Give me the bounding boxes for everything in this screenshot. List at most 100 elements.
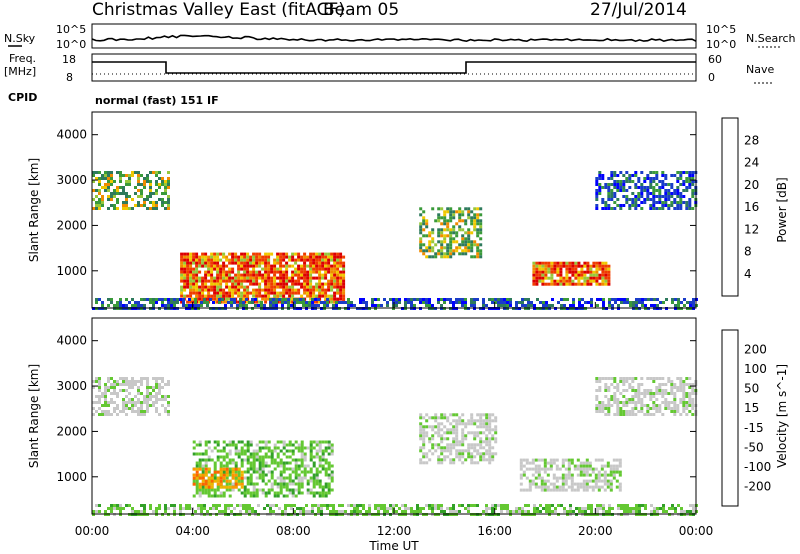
velocity-cell: [598, 377, 602, 380]
velocity-cell: [479, 440, 483, 444]
power-cell: [538, 279, 542, 283]
power-cell: [195, 252, 199, 256]
power-cell: [691, 189, 695, 192]
power-cell: [155, 301, 158, 304]
velocity-cell: [267, 449, 271, 453]
velocity-cell: [98, 407, 101, 410]
velocity-cell: [137, 510, 140, 513]
power-cell: [201, 255, 205, 259]
velocity-cell: [149, 404, 152, 407]
power-cell: [237, 261, 241, 265]
velocity-cell: [195, 464, 199, 468]
velocity-cell: [233, 507, 236, 510]
velocity-cell: [601, 407, 605, 410]
velocity-cell: [264, 446, 268, 450]
power-cell: [299, 298, 302, 301]
power-cell: [446, 243, 450, 247]
velocity-cell: [422, 461, 426, 465]
velocity-cell: [637, 389, 641, 392]
velocity-cell: [213, 464, 217, 468]
power-cell: [556, 261, 560, 265]
velocity-cell: [225, 470, 229, 474]
power-cell: [592, 264, 596, 268]
velocity-cell: [610, 377, 614, 380]
velocity-cell: [152, 386, 155, 389]
cpid-label: CPID: [8, 91, 37, 104]
velocity-cell: [609, 470, 613, 474]
velocity-cell: [302, 507, 305, 510]
velocity-cell: [258, 440, 262, 444]
power-cell: [119, 171, 122, 174]
velocity-cell: [192, 476, 196, 480]
power-cell: [556, 279, 560, 283]
power-cell: [282, 291, 286, 295]
power-cell: [312, 294, 316, 298]
power-cell: [291, 285, 295, 289]
velocity-cell: [234, 446, 238, 450]
velocity-cell: [519, 464, 523, 468]
velocity-cell: [251, 510, 254, 513]
power-cell: [183, 288, 187, 292]
velocity-cell: [243, 449, 247, 453]
velocity-cell: [297, 482, 301, 486]
power-cell: [440, 243, 444, 247]
velocity-cell: [434, 504, 437, 507]
power-cell: [273, 264, 277, 268]
power-cell: [431, 207, 435, 211]
power-cell: [276, 282, 280, 286]
power-cell: [230, 304, 233, 307]
power-cell: [104, 174, 107, 177]
velocity-cell: [179, 510, 182, 513]
power-cell: [180, 291, 184, 295]
power-cell: [679, 201, 683, 204]
velocity-cell: [458, 419, 462, 423]
velocity-cell: [570, 473, 574, 477]
power-cell: [336, 252, 340, 256]
velocity-cell: [602, 510, 605, 513]
power-cell: [509, 298, 512, 301]
velocity-cell: [305, 510, 308, 513]
power-cell: [288, 285, 292, 289]
power-cell: [243, 258, 247, 262]
velocity-cell: [140, 392, 143, 395]
velocity-cell: [167, 395, 170, 398]
velocity-cell: [609, 464, 613, 468]
velocity-cell: [461, 455, 465, 459]
power-cell: [547, 264, 551, 268]
power-cell: [680, 301, 683, 304]
power-cell: [312, 267, 316, 271]
velocity-cell: [578, 510, 581, 513]
velocity-cell: [282, 452, 286, 456]
power-cell: [574, 273, 578, 277]
power-cell: [608, 301, 611, 304]
velocity-cell: [446, 443, 450, 447]
velocity-cell: [652, 380, 656, 383]
velocity-cell: [443, 431, 447, 435]
power-cell: [245, 304, 248, 307]
power-cell: [565, 279, 569, 283]
velocity-cell: [306, 488, 310, 492]
velocity-cell: [590, 510, 593, 513]
power-cell: [371, 301, 374, 304]
velocity-cell: [692, 504, 695, 507]
velocity-cell: [664, 398, 668, 401]
power-cell: [598, 174, 602, 177]
velocity-cell: [276, 476, 280, 480]
velocity-cell: [284, 507, 287, 510]
velocity-cell: [216, 449, 220, 453]
velocity-cell: [104, 401, 107, 404]
power-cell: [324, 261, 328, 265]
velocity-cell: [246, 491, 250, 495]
power-cell: [255, 282, 259, 286]
power-cell: [198, 261, 202, 265]
power-cell: [476, 222, 480, 226]
power-cell: [679, 177, 683, 180]
velocity-cell: [455, 440, 459, 444]
power-cell: [225, 264, 229, 268]
velocity-cell: [595, 389, 599, 392]
power-cell: [571, 270, 575, 274]
velocity-cell: [167, 413, 170, 416]
power-cell: [164, 201, 167, 204]
power-cell: [544, 264, 548, 268]
velocity-cell: [143, 377, 146, 380]
